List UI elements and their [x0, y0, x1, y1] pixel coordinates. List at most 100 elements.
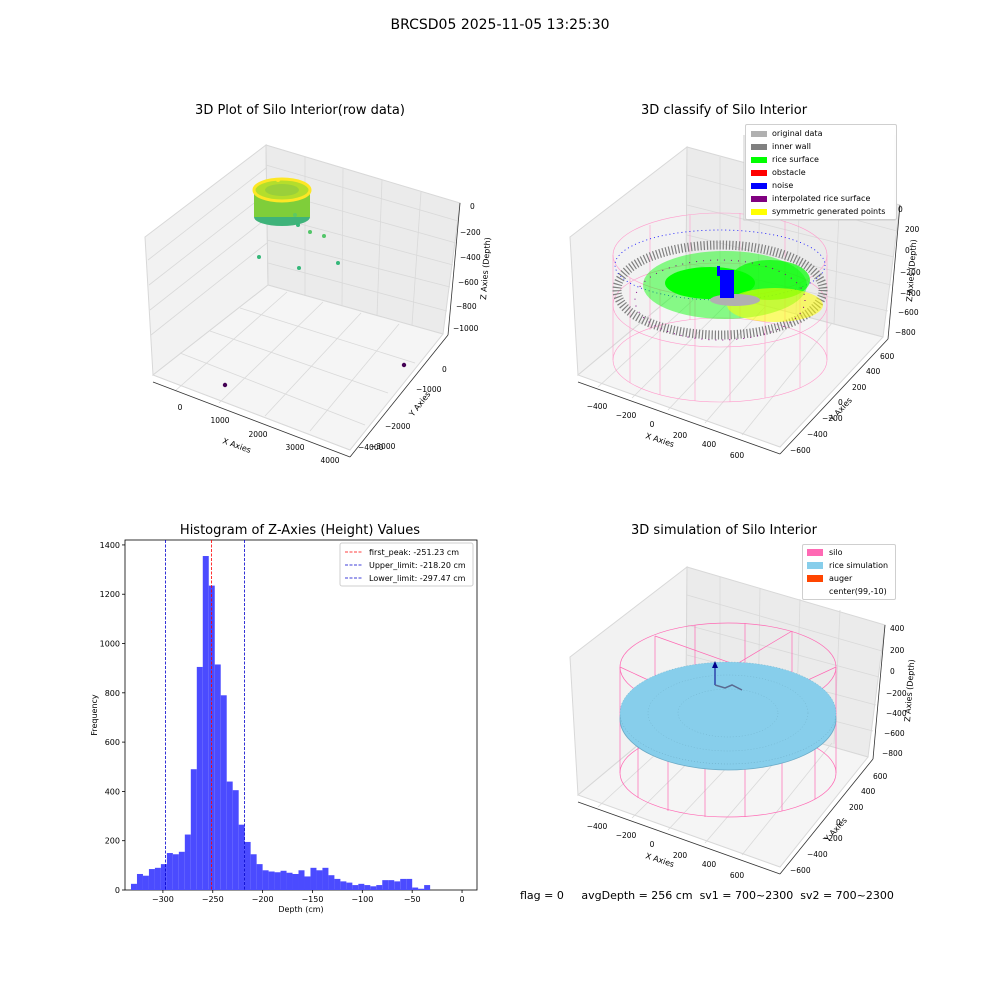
- legend-entry: silo: [807, 548, 843, 557]
- histogram-bar: [268, 871, 275, 890]
- y-tick-label: 1000: [100, 640, 120, 649]
- legend-upper-limit: Upper_limit: -218.20 cm: [369, 561, 466, 570]
- histogram-bar: [310, 867, 317, 890]
- y-tick: −400: [807, 430, 828, 439]
- z-tick-labels: 400 200 0 −200 −400 −600 −800: [882, 624, 907, 758]
- legend-swatch: [751, 208, 767, 215]
- status-sv2: sv2 = 700~2300: [800, 889, 894, 902]
- y-tick-label: 1200: [100, 590, 120, 599]
- x-tick: 600: [730, 451, 745, 460]
- histogram-bar: [292, 873, 299, 890]
- histogram-bar: [160, 864, 167, 890]
- panel1-3d-plot: 0 1000 2000 3000 4000 0 −1000 −2000 −300…: [144, 144, 492, 465]
- z-tick: 200: [905, 225, 920, 234]
- x-tick: 2000: [248, 430, 267, 439]
- y-tick: 400: [861, 787, 876, 796]
- x-tick: 400: [702, 860, 717, 869]
- histogram-bar: [340, 881, 347, 890]
- histogram-bar: [328, 875, 335, 890]
- x-tick-label: −200: [252, 895, 274, 904]
- histogram-bar: [136, 873, 143, 890]
- y-axis-label: Y Axies: [407, 390, 433, 419]
- x-tick: 4000: [320, 456, 339, 465]
- z-tick: −800: [882, 749, 903, 758]
- x-axis-label: Depth (cm): [278, 905, 323, 914]
- status-avg-depth: avgDepth = 256 cm: [581, 889, 693, 902]
- x-tick: −200: [616, 411, 637, 420]
- histogram-bar: [424, 885, 431, 890]
- x-tick: 0: [178, 403, 183, 412]
- y-axis-label: Frequency: [90, 694, 99, 736]
- y-tick-labels: −600 −400 −200 0 200 400 600: [790, 352, 895, 455]
- interpolated-points: [634, 259, 806, 341]
- z-tick-partial: 0: [898, 205, 903, 214]
- histogram-bar: [172, 854, 179, 890]
- histogram-bar: [382, 880, 389, 890]
- status-flag: flag = 0: [520, 889, 564, 902]
- y-tick: 600: [880, 352, 895, 361]
- histogram-bar: [388, 880, 395, 890]
- legend-entry: interpolated rice surface: [751, 194, 870, 203]
- panel3-histogram: −300 −250 −200 −150 −100 −50 0 0 200 400 600 800 10…: [90, 539, 478, 914]
- histogram-bar: [214, 664, 221, 890]
- z-tick: 400: [890, 624, 905, 633]
- y-ticks: 0 200 400 600 800 1000 1200 1400: [100, 541, 125, 895]
- z-tick: 200: [890, 646, 905, 655]
- y-tick: 0: [442, 365, 447, 374]
- z-tick: 0: [470, 202, 475, 211]
- z-tick: −800: [456, 302, 477, 311]
- histogram-bar: [418, 888, 425, 890]
- legend-entry: inner wall: [751, 142, 811, 151]
- legend-swatch: [807, 562, 823, 569]
- histogram-bar: [394, 881, 401, 890]
- histogram-bar: [352, 885, 359, 890]
- panel3-title: Histogram of Z-Axies (Height) Values: [179, 523, 421, 538]
- y-tick-label: 400: [105, 787, 120, 796]
- histogram-bar: [316, 870, 323, 890]
- raw-point-cloud: [222, 177, 407, 388]
- x-tick: 200: [673, 851, 688, 860]
- axis-lines: [577, 204, 901, 455]
- z-tick: −400: [886, 709, 907, 718]
- histogram-bar: [184, 834, 191, 890]
- x-axis-label: X Axies: [221, 436, 252, 455]
- histogram-bar: [406, 878, 413, 890]
- z-tick-labels: 200 0 −200 −400 −600 −800 0: [895, 205, 921, 337]
- histogram-bar: [226, 781, 233, 890]
- simulation-legend: silo rice simulation auger center(99,-10…: [802, 544, 896, 600]
- y-tick: −600: [790, 866, 811, 875]
- y-tick-labels: −600 −400 −200 0 200 400 600: [790, 772, 888, 875]
- histogram-bar: [154, 867, 161, 890]
- legend-lower-limit: Lower_limit: -297.47 cm: [369, 574, 466, 583]
- x-tick-label: −100: [351, 895, 373, 904]
- status-line: flag = 0 avgDepth = 256 cm sv1 = 700~230…: [520, 889, 894, 902]
- z-tick: 0: [905, 246, 910, 255]
- x-tick-label: −250: [202, 895, 224, 904]
- x-tick: 1000: [210, 416, 229, 425]
- y-tick-label: 0: [115, 886, 120, 895]
- x-tick-label: −150: [301, 895, 323, 904]
- z-tick: −800: [895, 328, 916, 337]
- histogram-bars: [130, 556, 431, 890]
- y-tick: 200: [852, 383, 867, 392]
- y-tick: −1000: [416, 385, 442, 394]
- y-tick: −2000: [385, 422, 411, 431]
- z-tick: −600: [898, 308, 919, 317]
- y-tick-label: 200: [105, 837, 120, 846]
- z-tick: −1000: [453, 324, 479, 333]
- y-tick: 400: [866, 367, 881, 376]
- x-tick-labels: −400 −200 0 200 400 600: [587, 402, 745, 460]
- z-tick: −200: [460, 228, 481, 237]
- x-tick: −200: [616, 831, 637, 840]
- x-tick: 3000: [285, 443, 304, 452]
- histogram-bar: [376, 885, 383, 890]
- legend-swatch: [751, 182, 767, 189]
- x-tick-label: −300: [152, 895, 174, 904]
- rice-simulation-surface: [619, 661, 837, 771]
- legend-swatch: [807, 549, 823, 556]
- legend-swatch-empty: [807, 588, 823, 595]
- z-tick: −400: [900, 289, 921, 298]
- z-axis-label: Z Axies (Depth): [903, 659, 916, 722]
- x-tick: −400: [587, 822, 608, 831]
- figure-suptitle: BRCSD05 2025-11-05 13:25:30: [390, 17, 610, 33]
